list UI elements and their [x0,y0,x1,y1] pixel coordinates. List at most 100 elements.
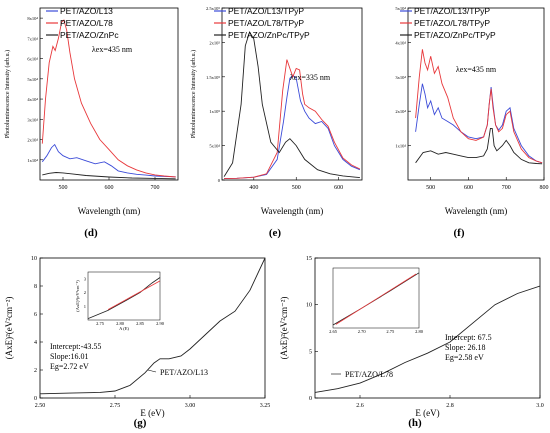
series-line [415,127,543,165]
inset-frame [332,267,420,329]
y-tick-label: 2x10⁵ [209,40,220,45]
legend-label: PET/AZO/L13 [160,368,208,377]
chart-g: 2.50 2.75 3.00 3.25 0 2 4 6 8 10 E (eV) (AxE)²(eV²c… [4,256,271,429]
plot-frame [314,257,541,399]
excitation-annotation: λex=435 nm [92,45,133,54]
inset-y-label: (AxE)²(eV²cm⁻²) [75,280,80,312]
y-axis-label: (AxE)²(eV²cm⁻²) [279,297,289,360]
series-line [415,49,543,164]
x-tick-label: 600 [334,185,343,191]
y-tick-label: 15 [306,256,312,262]
series-line [42,172,176,180]
fit-annotation: Intercept:-43.55 [50,342,101,351]
legend-label: PET/AZO/L13/TPyP [414,6,490,16]
chart-h: 2.6 2.8 3.0 0 5 10 15 E (eV) (AxE)²(eV²cm⁻²) (h) P… [279,256,544,429]
y-tick-label: 5 [309,349,312,355]
y-tick-label: 7x10⁴ [27,36,38,41]
y-tick-label: 1x10⁵ [209,109,220,114]
y-tick-label: 5x10⁴ [209,144,220,149]
legend-label: PET/AZO/L78/TPyP [414,18,490,28]
y-tick-label: 4x10⁴ [27,97,38,102]
series-line [224,59,361,180]
panel-label: (f) [454,227,465,239]
x-tick-label: 500 [292,185,301,191]
legend-label: PET/AZO/ZnPc [60,30,119,40]
x-tick-label: 600 [105,185,114,191]
x-tick-label: 600 [464,185,473,191]
y-tick-label: 0 [309,396,312,402]
y-tick-label: 2x10⁴ [395,109,406,114]
y-tick-label: 8x10⁴ [27,16,38,21]
inset-series-line [107,280,161,310]
y-axis-label: Photoluminescence Intensity (arb.u.) [190,50,197,138]
x-axis-label: Wavelength (nm) [78,206,141,216]
legend-label: PET/AZO/ZnPc/TPyP [228,30,310,40]
x-tick-label: 500 [426,185,435,191]
y-tick-label: 4 [34,340,37,346]
series-line [223,31,360,179]
x-tick-label: 400 [249,185,258,191]
x-axis-label: E (eV) [140,408,164,418]
panel-label: (d) [84,227,98,239]
y-axis-label: (AxE)²(eV²cm⁻²) [4,297,14,360]
y-tick-label: 1x10⁴ [27,158,38,163]
y-tick-label: 1x10⁴ [395,144,406,149]
x-tick-label: 2.75 [110,403,121,409]
series-line [315,285,540,393]
legend-label: PET/AZO/L78 [60,18,113,28]
fit-annotation: Eg=2.72 eV [50,362,89,371]
legend-label: PET/AZO/L13 [60,6,113,16]
y-tick-label: 0 [218,178,221,183]
inset-y-tick-label: 3 [84,276,87,281]
inset-series-line [335,273,417,325]
y-tick-label: 3x10⁴ [27,117,38,122]
inset-x-tick-label: 2.80 [116,321,125,326]
x-tick-label: 500 [59,185,68,191]
inset-frame [87,271,161,321]
fit-annotation: Eg=2.58 eV [445,353,484,362]
inset-x-tick-label: 2.75 [96,321,105,326]
legend-swatch [147,369,157,373]
x-tick-label: 2.6 [356,403,364,409]
panel-label: (e) [269,227,282,239]
inset-x-tick-label: 2.75 [386,329,395,334]
inset-series-line [87,277,161,319]
y-tick-label: 5x10⁴ [395,6,406,11]
x-tick-label: 3.25 [260,403,271,409]
inset-x-tick-label: 2.80 [415,329,424,334]
legend-label: PET/AZO/L78/TPyP [228,18,304,28]
y-tick-label: 4x10⁴ [395,40,406,45]
inset-y-tick-label: 2 [84,290,86,295]
x-tick-label: 2.8 [446,403,454,409]
inset-x-tick-label: 2.90 [156,321,165,326]
chart-d: 500 600 700 1x10⁴ 2x10⁴ 3x10⁴ 4x10⁴ 5x10⁴ 6x10⁴ 7… [4,6,179,239]
x-tick-label: 3.0 [536,403,544,409]
legend-label: PET/AZO/ZnPc/TPyP [414,30,496,40]
y-tick-label: 10 [306,303,312,309]
y-tick-label: 2x10⁴ [27,138,38,143]
series-line [40,258,265,395]
y-tick-label: 1.5x10⁵ [206,75,220,80]
x-tick-label: 2.50 [35,403,46,409]
panel-label: (h) [408,417,422,429]
panel-label: (g) [134,417,147,429]
y-tick-label: 2.5x10⁵ [206,6,220,11]
x-axis-label: Wavelength (nm) [445,206,508,216]
y-tick-label: 2 [34,368,37,374]
inset-x-tick-label: 2.70 [358,329,367,334]
fit-annotation: Intercept: 67.5 [445,333,492,342]
excitation-annotation: λex=335 nm [290,73,331,82]
y-axis-label: Photoluminescence Intensity (arb.u.) [4,50,11,138]
plot-frame [221,7,363,181]
series-line [224,74,361,180]
y-tick-label: 5x10⁴ [27,77,38,82]
inset-y-tick-label: 1 [84,304,86,309]
inset-x-tick-label: 2.85 [136,321,145,326]
series-line [41,143,176,178]
series-line [41,19,176,178]
chart-f: 500 600 700 800 1x10⁴ 2x10⁴ 3x10⁴ 4x10⁴ 5x10⁴ Wav… [395,6,548,239]
x-tick-label: 3.00 [185,403,196,409]
excitation-annotation: λex=435 nm [456,65,497,74]
x-axis-label: E (eV) [415,408,439,418]
chart-e: 400 500 600 0 5x10⁴ 1x10⁵ 1.5x10⁵ 2x10⁵ 2.5x10⁵ W… [190,6,363,239]
